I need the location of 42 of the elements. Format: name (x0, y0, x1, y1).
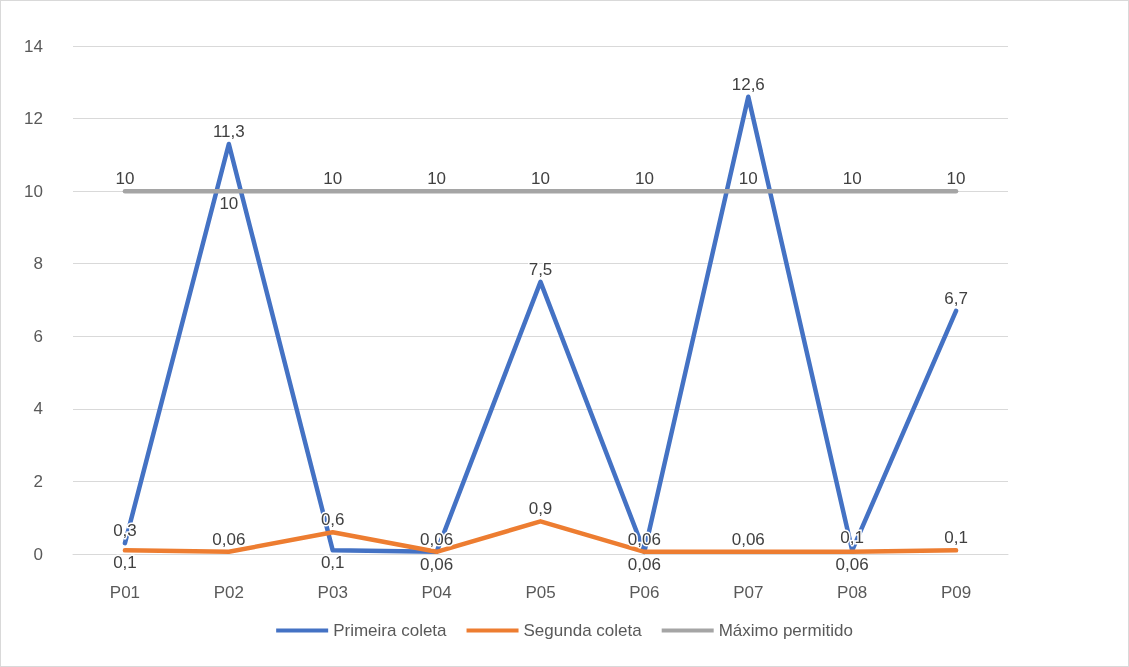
y-tick-label: 12 (24, 109, 43, 129)
y-tick-label: 2 (33, 471, 43, 491)
x-tick-label: P01 (109, 583, 141, 602)
data-label: 0,06 (420, 554, 454, 574)
data-label: 7,5 (528, 259, 553, 279)
x-tick-label: P04 (421, 583, 452, 602)
x-tick-label: P06 (629, 583, 660, 602)
data-label: 0,9 (528, 499, 553, 519)
data-label: 10 (946, 169, 966, 189)
data-label: 0,06 (627, 554, 661, 574)
data-label: 10 (634, 169, 654, 189)
data-label: 11,3 (212, 121, 245, 141)
data-label: 0,1 (944, 528, 968, 548)
y-tick-label: 4 (33, 399, 43, 419)
y-tick-label: 14 (24, 36, 43, 56)
data-label: 10 (738, 169, 758, 189)
data-label: 10 (323, 169, 343, 189)
y-tick-label: 0 (33, 544, 43, 564)
data-label: 0,1 (320, 553, 345, 573)
legend-label: Máximo permitido (718, 621, 853, 640)
y-tick-label: 10 (24, 181, 43, 201)
data-label: 10 (427, 169, 447, 189)
data-label: 0,1 (113, 553, 137, 573)
data-label: 10 (219, 194, 239, 214)
data-label: 10 (115, 169, 135, 189)
data-label: 0,06 (835, 554, 869, 574)
x-tick-label: P05 (525, 583, 556, 602)
x-tick-label: P08 (837, 583, 868, 602)
data-label: 10 (531, 169, 550, 189)
legend-label: Primeira coleta (333, 621, 448, 640)
x-tick-label: P02 (213, 583, 244, 602)
x-tick-label: P07 (733, 583, 764, 602)
x-tick-label: P09 (940, 583, 972, 602)
data-label: 12,6 (731, 74, 765, 94)
data-label: 0,06 (212, 529, 246, 549)
x-tick-label: P03 (317, 583, 348, 602)
data-label: 10 (842, 169, 862, 189)
data-label: 6,7 (944, 288, 968, 308)
y-tick-label: 8 (33, 254, 43, 274)
data-label: 0,06 (731, 529, 765, 549)
y-tick-label: 6 (33, 326, 43, 346)
legend-label: Segunda coleta (523, 621, 643, 640)
